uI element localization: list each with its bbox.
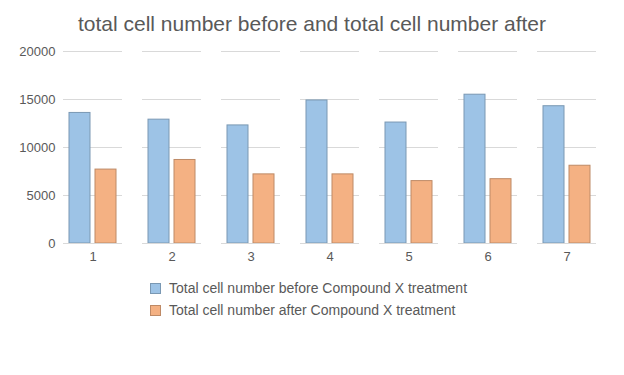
svg-text:0: 0 <box>48 236 55 251</box>
svg-text:5000: 5000 <box>27 188 56 203</box>
svg-text:20000: 20000 <box>19 44 55 59</box>
svg-text:1: 1 <box>89 249 96 264</box>
html-text:total cell number before and t: total cell number before and total cell … <box>78 12 546 35</box>
svg-text:4: 4 <box>326 249 333 264</box>
svg-text:6: 6 <box>484 249 491 264</box>
svg-text:3: 3 <box>247 249 254 264</box>
svg-text:7: 7 <box>563 249 570 264</box>
svg-text:15000: 15000 <box>19 92 55 107</box>
html-text:Total cell number before Compo: Total cell number before Compound X trea… <box>169 280 467 296</box>
svg-text:10000: 10000 <box>19 140 55 155</box>
svg-text:5: 5 <box>405 249 412 264</box>
html-text:Total cell number after Compou: Total cell number after Compound X treat… <box>169 302 456 318</box>
svg-text:2: 2 <box>168 249 175 264</box>
